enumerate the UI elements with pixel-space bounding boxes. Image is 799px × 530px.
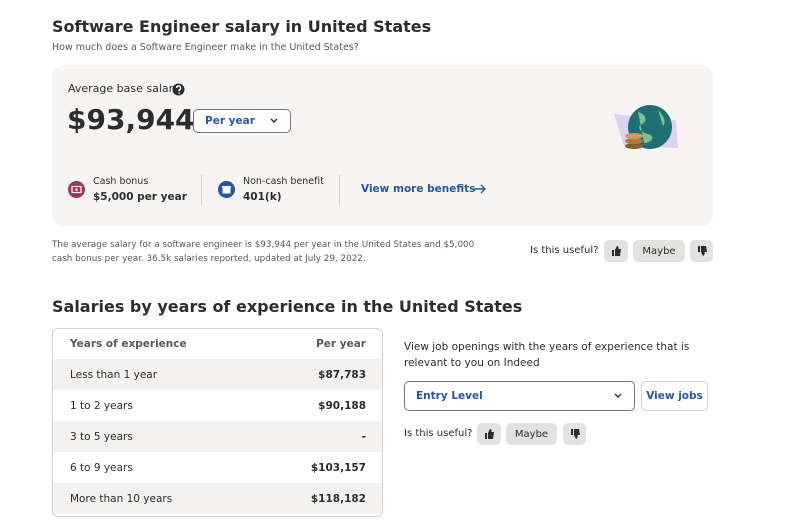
table-cell: $103,157: [310, 461, 366, 474]
header-cell: Per year: [316, 338, 366, 350]
button-text: View jobs: [646, 390, 703, 402]
benefits-link[interactable]: View more benefits: [361, 183, 476, 195]
period-text: Per year: [205, 115, 255, 127]
table-cell: $90,188: [318, 399, 366, 412]
maybe-button[interactable]: Maybe: [633, 240, 685, 262]
summary-card: [52, 65, 713, 226]
table-cell: $118,182: [310, 492, 366, 505]
thumbs-up[interactable]: [604, 240, 628, 262]
salary-label: Average base salary: [68, 82, 180, 95]
experience-table: Years of experience Per year Less than 1…: [52, 328, 383, 517]
table-cell: 6 to 9 years: [70, 461, 133, 474]
thumbs-up[interactable]: [477, 423, 501, 445]
side-text: View job openings with the years of expe…: [404, 341, 690, 369]
cash-icon: [68, 181, 85, 198]
table-cell: 1 to 2 years: [70, 399, 133, 412]
view-jobs-button[interactable]: View jobs: [641, 381, 708, 411]
feedback-question: Is this useful?: [404, 428, 473, 439]
table-cell: -: [361, 430, 366, 443]
salary-amount: $93,944: [67, 103, 195, 136]
period-select[interactable]: Per year: [193, 109, 291, 133]
benefit-icon: [218, 181, 235, 198]
arrow-icon: [474, 184, 486, 194]
benefit-label: Non-cash benefit: [243, 176, 324, 187]
cash-label: Cash bonus: [93, 176, 149, 187]
chevron: [614, 393, 622, 398]
globe-illustration: [614, 105, 678, 149]
title: Software Engineer salary in United State…: [52, 17, 432, 36]
help-icon[interactable]: [172, 83, 185, 96]
table-row: 1 to 2 years $90,188: [54, 390, 382, 421]
header-cell: Years of experience: [70, 338, 187, 350]
thumbs-down[interactable]: [563, 423, 586, 445]
table-row: More than 10 years $118,182: [54, 483, 382, 514]
table-row: 3 to 5 years -: [54, 421, 382, 452]
table-cell: More than 10 years: [70, 492, 173, 505]
divider: [201, 175, 202, 205]
feedback-question: Is this useful?: [530, 245, 599, 256]
maybe-button[interactable]: Maybe: [506, 423, 557, 445]
note: The average salary for a software engine…: [52, 240, 475, 264]
subtitle: How much does a Software Engineer make i…: [52, 42, 359, 53]
table-cell: 3 to 5 years: [70, 430, 133, 443]
table-row: Less than 1 year $87,783: [54, 359, 382, 390]
table-row: 6 to 9 years $103,157: [54, 452, 382, 483]
level-select[interactable]: Entry Level: [404, 381, 635, 411]
table-cell: Less than 1 year: [70, 368, 158, 381]
benefit-value: 401(k): [243, 191, 282, 203]
table-cell: $87,783: [318, 368, 366, 381]
cash-value: $5,000 per year: [93, 191, 187, 203]
level-text: Entry Level: [416, 390, 483, 402]
section-title: Salaries by years of experience in the U…: [52, 297, 523, 316]
chevron: [270, 118, 278, 123]
table-header: Years of experience Per year: [54, 329, 382, 359]
divider: [339, 175, 340, 205]
thumbs-down[interactable]: [690, 240, 713, 262]
